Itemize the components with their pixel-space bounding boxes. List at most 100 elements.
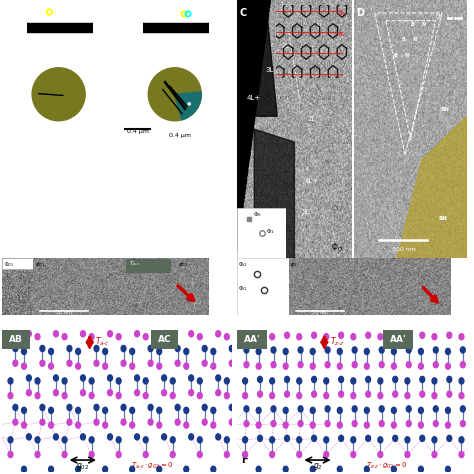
- Circle shape: [459, 437, 464, 443]
- Circle shape: [459, 392, 464, 399]
- Circle shape: [243, 452, 247, 457]
- Text: $T_{z\text{-}z} \cdot g_{02} = 0$: $T_{z\text{-}z} \cdot g_{02} = 0$: [365, 461, 407, 471]
- Circle shape: [229, 360, 234, 366]
- Circle shape: [170, 392, 175, 399]
- Text: BN: BN: [439, 216, 447, 220]
- Polygon shape: [63, 23, 92, 32]
- Circle shape: [419, 348, 423, 355]
- Circle shape: [392, 466, 396, 473]
- FancyBboxPatch shape: [142, 23, 210, 32]
- Circle shape: [130, 466, 135, 473]
- Circle shape: [351, 452, 356, 457]
- Circle shape: [352, 420, 357, 427]
- Circle shape: [447, 391, 452, 397]
- Text: $\phi_1$: $\phi_1$: [291, 260, 298, 269]
- Circle shape: [22, 466, 27, 473]
- Circle shape: [324, 452, 328, 457]
- Circle shape: [165, 17, 186, 38]
- Text: F: F: [242, 455, 248, 465]
- Circle shape: [378, 392, 383, 399]
- Circle shape: [130, 422, 135, 428]
- Circle shape: [351, 437, 356, 443]
- Text: 4L+: 4L+: [305, 178, 319, 184]
- Circle shape: [271, 420, 276, 427]
- Circle shape: [162, 331, 166, 337]
- Circle shape: [419, 422, 423, 428]
- Circle shape: [189, 331, 193, 337]
- Circle shape: [392, 422, 396, 428]
- Circle shape: [81, 375, 85, 381]
- FancyBboxPatch shape: [237, 330, 267, 349]
- Circle shape: [311, 435, 317, 441]
- Circle shape: [32, 68, 85, 121]
- Circle shape: [284, 391, 290, 397]
- Circle shape: [153, 5, 199, 51]
- Circle shape: [202, 346, 207, 352]
- Circle shape: [460, 420, 465, 427]
- Text: B: B: [394, 53, 398, 58]
- Circle shape: [62, 334, 67, 340]
- Circle shape: [392, 407, 396, 413]
- Text: $\phi_{02}$: $\phi_{02}$: [178, 260, 189, 269]
- Circle shape: [271, 362, 276, 368]
- Circle shape: [297, 437, 301, 443]
- Circle shape: [419, 466, 423, 473]
- Circle shape: [27, 434, 31, 440]
- Circle shape: [157, 466, 162, 473]
- Circle shape: [365, 348, 369, 355]
- Text: a₁: a₁: [339, 11, 345, 16]
- Circle shape: [351, 392, 356, 399]
- Circle shape: [460, 347, 465, 353]
- Circle shape: [256, 422, 261, 428]
- Text: $T_{a\text{-}c}$: $T_{a\text{-}c}$: [129, 260, 140, 268]
- Polygon shape: [143, 23, 173, 32]
- Circle shape: [392, 363, 396, 369]
- Circle shape: [270, 437, 274, 443]
- Circle shape: [148, 419, 153, 425]
- FancyBboxPatch shape: [151, 330, 178, 349]
- Circle shape: [94, 346, 99, 352]
- Circle shape: [108, 331, 112, 337]
- Circle shape: [108, 390, 112, 396]
- Polygon shape: [254, 129, 294, 258]
- Text: D: D: [356, 8, 365, 18]
- Circle shape: [243, 378, 247, 384]
- Circle shape: [170, 378, 175, 384]
- Circle shape: [447, 435, 452, 441]
- FancyBboxPatch shape: [26, 23, 94, 32]
- Circle shape: [337, 363, 342, 369]
- Circle shape: [175, 346, 180, 352]
- Circle shape: [202, 404, 207, 410]
- Circle shape: [244, 406, 249, 412]
- Circle shape: [447, 332, 452, 338]
- Circle shape: [378, 437, 383, 443]
- Text: 2L: 2L: [281, 44, 290, 49]
- Circle shape: [257, 391, 263, 397]
- Circle shape: [116, 334, 121, 340]
- Circle shape: [30, 0, 89, 57]
- Circle shape: [162, 434, 166, 440]
- Circle shape: [89, 334, 94, 340]
- Text: BN: BN: [441, 107, 450, 112]
- Circle shape: [54, 434, 58, 440]
- Circle shape: [143, 334, 148, 340]
- Circle shape: [135, 434, 139, 440]
- Text: B: B: [401, 37, 405, 42]
- Circle shape: [257, 376, 263, 383]
- Circle shape: [297, 378, 301, 384]
- Circle shape: [103, 422, 108, 428]
- Circle shape: [324, 334, 328, 340]
- Circle shape: [366, 391, 371, 397]
- Circle shape: [89, 452, 94, 457]
- Circle shape: [89, 392, 94, 399]
- Circle shape: [283, 466, 288, 473]
- Circle shape: [184, 348, 189, 355]
- Circle shape: [325, 362, 330, 368]
- Polygon shape: [27, 23, 56, 32]
- Circle shape: [184, 466, 189, 473]
- Circle shape: [35, 392, 40, 399]
- Circle shape: [311, 376, 317, 383]
- Circle shape: [393, 391, 398, 397]
- Polygon shape: [237, 0, 277, 116]
- Circle shape: [216, 375, 220, 381]
